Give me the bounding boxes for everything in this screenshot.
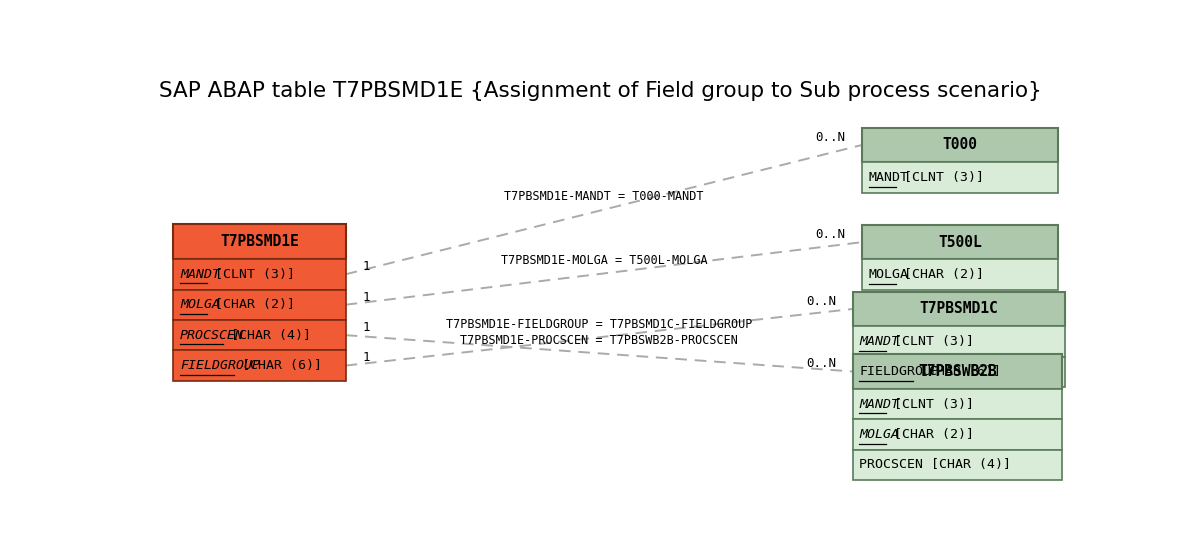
- Text: MANDT: MANDT: [868, 171, 909, 184]
- Text: T7PBSMD1C: T7PBSMD1C: [920, 301, 998, 316]
- Bar: [173, 289, 346, 320]
- Text: 0..N: 0..N: [806, 357, 836, 371]
- Text: 0..N: 0..N: [815, 228, 846, 241]
- Text: PROCSCEN: PROCSCEN: [180, 329, 244, 341]
- Text: FIELDGROUP: FIELDGROUP: [860, 366, 939, 378]
- Text: T7PBSMD1E-MOLGA = T500L-MOLGA: T7PBSMD1E-MOLGA = T500L-MOLGA: [501, 254, 707, 267]
- Text: T7PBSMD1E-FIELDGROUP = T7PBSMD1C-FIELDGROUP: T7PBSMD1E-FIELDGROUP = T7PBSMD1C-FIELDGR…: [446, 318, 752, 331]
- Text: [CLNT (3)]: [CLNT (3)]: [886, 397, 974, 411]
- Text: 0..N: 0..N: [806, 295, 836, 308]
- Bar: [853, 326, 1065, 357]
- Text: [CHAR (2)]: [CHAR (2)]: [896, 268, 984, 281]
- Text: 1: 1: [363, 290, 370, 304]
- Text: T7PBSMD1E-PROCSCEN = T7PBSWB2B-PROCSCEN: T7PBSMD1E-PROCSCEN = T7PBSWB2B-PROCSCEN: [460, 334, 739, 347]
- Text: MOLGA: MOLGA: [180, 298, 220, 311]
- Bar: [862, 163, 1058, 193]
- Text: [CLNT (3)]: [CLNT (3)]: [886, 335, 974, 348]
- Text: MOLGA: MOLGA: [868, 268, 909, 281]
- Bar: [173, 225, 346, 259]
- Text: T500L: T500L: [938, 234, 981, 250]
- Text: MANDT: MANDT: [860, 335, 900, 348]
- Text: [CHAR (2)]: [CHAR (2)]: [886, 428, 974, 441]
- Bar: [862, 127, 1058, 163]
- Text: [CHAR (2)]: [CHAR (2)]: [207, 298, 295, 311]
- Text: [CHAR (6)]: [CHAR (6)]: [234, 359, 322, 372]
- Text: T000: T000: [943, 137, 978, 153]
- Bar: [173, 320, 346, 350]
- Text: MOLGA: MOLGA: [860, 428, 900, 441]
- Bar: [853, 357, 1065, 387]
- Text: MANDT: MANDT: [180, 268, 220, 281]
- Bar: [862, 260, 1058, 290]
- Bar: [173, 259, 346, 289]
- Text: SAP ABAP table T7PBSMD1E {Assignment of Field group to Sub process scenario}: SAP ABAP table T7PBSMD1E {Assignment of …: [160, 81, 1042, 100]
- Text: T7PBSMD1E-MANDT = T000-MANDT: T7PBSMD1E-MANDT = T000-MANDT: [504, 191, 704, 204]
- Text: T7PBSMD1E: T7PBSMD1E: [220, 234, 299, 249]
- Text: 1: 1: [363, 321, 370, 334]
- Bar: [173, 350, 346, 381]
- Text: PROCSCEN [CHAR (4)]: PROCSCEN [CHAR (4)]: [860, 458, 1011, 472]
- Text: 1: 1: [363, 260, 370, 273]
- Text: 0..N: 0..N: [815, 131, 846, 144]
- Text: MANDT: MANDT: [860, 397, 900, 411]
- Bar: [853, 292, 1065, 326]
- Text: [CLNT (3)]: [CLNT (3)]: [207, 268, 295, 281]
- Bar: [853, 389, 1063, 419]
- Text: [CHAR (6)]: [CHAR (6)]: [914, 366, 1002, 378]
- Text: FIELDGROUP: FIELDGROUP: [180, 359, 259, 372]
- Bar: [862, 225, 1058, 260]
- Text: [CHAR (4)]: [CHAR (4)]: [223, 329, 311, 341]
- Bar: [853, 354, 1063, 389]
- Text: T7PBSWB2B: T7PBSWB2B: [919, 364, 997, 379]
- Bar: [853, 419, 1063, 450]
- Bar: [853, 450, 1063, 480]
- Text: 1: 1: [363, 351, 370, 365]
- Text: [CLNT (3)]: [CLNT (3)]: [896, 171, 984, 184]
